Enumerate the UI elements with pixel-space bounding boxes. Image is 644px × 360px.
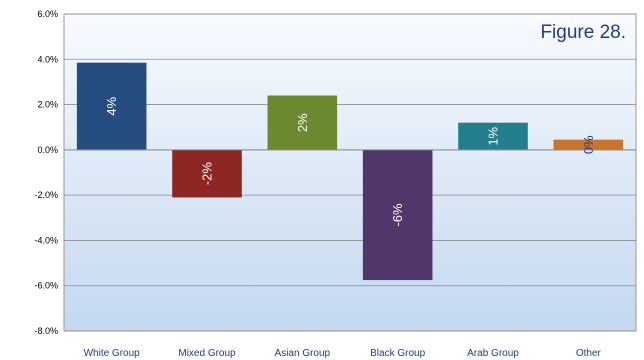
x-category-label: Asian Group: [275, 348, 331, 359]
y-tick-label: -8.0%: [34, 326, 58, 336]
bar-other: [553, 139, 624, 150]
bar-asian-group: [267, 95, 338, 150]
y-tick-label: -6.0%: [34, 281, 58, 291]
y-tick-label: 6.0%: [37, 9, 58, 19]
bar-arab-group: [458, 122, 528, 150]
x-category-label: Arab Group: [467, 348, 519, 359]
y-tick-label: -4.0%: [34, 235, 58, 245]
y-tick-label: 0.0%: [37, 145, 58, 155]
bar-mixed-group: [172, 149, 242, 198]
bar-black-group: [362, 149, 433, 281]
x-category-label: Black Group: [370, 348, 425, 359]
data-label: 0%: [581, 135, 596, 154]
x-axis-category-labels: White Group Mixed Group Asian Group Black G…: [84, 348, 602, 359]
bars: [76, 62, 624, 281]
y-axis-tick-labels: 6.0% 4.0% 2.0% 0.0% -2.0% -4.0% -6.0% -8.0%: [34, 9, 58, 336]
y-tick-label: 2.0%: [37, 100, 58, 110]
data-label: 1%: [486, 126, 501, 145]
data-label: -6%: [390, 203, 405, 227]
y-tick-label: 4.0%: [37, 54, 58, 64]
data-label: 4%: [104, 96, 119, 115]
data-label: 2%: [295, 113, 310, 132]
y-tick-label: -2.0%: [34, 190, 58, 200]
x-category-label: Mixed Group: [178, 348, 236, 359]
data-label: -2%: [200, 162, 215, 186]
plot-area: [63, 13, 637, 332]
x-category-label: White Group: [84, 348, 141, 359]
x-category-label: Other: [576, 348, 602, 359]
figure-label: Figure 28.: [540, 22, 626, 43]
data-labels: 4% -2% 2% -6% 1% 0%: [104, 96, 596, 226]
bar-white-group: [76, 62, 147, 150]
